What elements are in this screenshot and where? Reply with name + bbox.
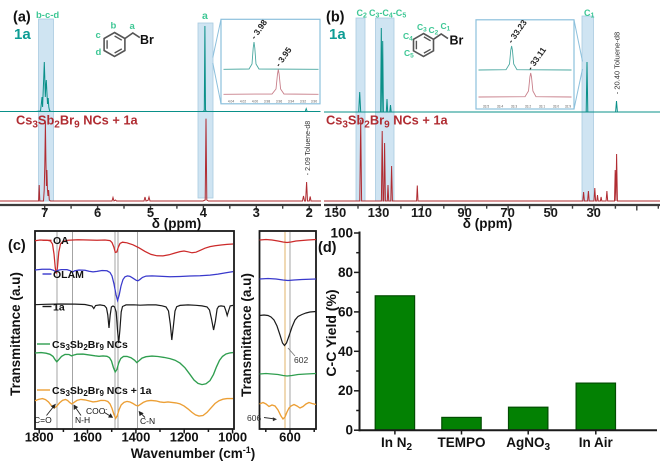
- svg-text:(c): (c): [8, 238, 26, 254]
- svg-text:100: 100: [330, 226, 353, 241]
- svg-text:20: 20: [338, 383, 353, 398]
- svg-text:Transmittance (a.u): Transmittance (a.u): [8, 272, 23, 396]
- svg-text:150: 150: [325, 205, 347, 220]
- svg-text:C5: C5: [404, 48, 414, 60]
- svg-text:δ (ppm): δ (ppm): [463, 216, 512, 231]
- svg-text:N-H: N-H: [75, 415, 90, 425]
- svg-text:40: 40: [338, 344, 353, 359]
- svg-text:In N2: In N2: [381, 435, 413, 453]
- svg-text:606: 606: [247, 413, 261, 423]
- svg-text:33.5: 33.5: [483, 105, 489, 109]
- svg-text:4.02: 4.02: [240, 100, 246, 104]
- svg-text:33.2: 33.2: [525, 105, 531, 109]
- svg-text:(a): (a): [13, 10, 31, 26]
- svg-text:3: 3: [253, 205, 260, 220]
- svg-text:1800: 1800: [25, 430, 54, 445]
- svg-text:δ (ppm): δ (ppm): [152, 216, 201, 231]
- svg-text:7: 7: [41, 205, 48, 220]
- svg-text:1000: 1000: [218, 430, 247, 445]
- svg-text:C-N: C-N: [140, 416, 155, 426]
- svg-text:2: 2: [306, 205, 313, 220]
- svg-text:TEMPO: TEMPO: [437, 435, 485, 450]
- svg-text:6: 6: [94, 205, 101, 220]
- svg-text:Wavenumber (cm-1): Wavenumber (cm-1): [131, 445, 256, 461]
- svg-text:5: 5: [147, 205, 154, 220]
- svg-text:a: a: [130, 21, 136, 32]
- svg-text:Cs3Sb2Br9 NCs + 1a: Cs3Sb2Br9 NCs + 1a: [16, 113, 138, 131]
- svg-text:80: 80: [338, 265, 353, 280]
- svg-text:50: 50: [543, 205, 557, 220]
- svg-text:30: 30: [586, 205, 600, 220]
- svg-text:3.92: 3.92: [300, 100, 306, 104]
- svg-text:AgNO3: AgNO3: [506, 435, 550, 453]
- svg-text:C1: C1: [441, 21, 451, 33]
- svg-text:70: 70: [500, 205, 514, 220]
- svg-text:Br: Br: [450, 34, 464, 48]
- svg-text:1a: 1a: [14, 26, 31, 43]
- svg-text:33.3: 33.3: [511, 105, 517, 109]
- svg-text:32.9: 32.9: [565, 105, 571, 109]
- svg-text:OA: OA: [53, 235, 69, 247]
- svg-text:4.00: 4.00: [252, 100, 258, 104]
- svg-text:0: 0: [345, 423, 353, 438]
- svg-text:C3-C4-C5: C3-C4-C5: [369, 8, 406, 20]
- svg-text:90: 90: [457, 205, 471, 220]
- svg-text:d: d: [96, 47, 102, 58]
- svg-text:33.0: 33.0: [553, 105, 559, 109]
- svg-text:3.98: 3.98: [264, 100, 270, 104]
- svg-text:600: 600: [279, 430, 301, 445]
- svg-text:Transmittance (a.u): Transmittance (a.u): [239, 273, 254, 397]
- svg-text:3.90: 3.90: [311, 100, 317, 104]
- svg-text:602: 602: [294, 355, 308, 365]
- svg-text:1600: 1600: [73, 430, 102, 445]
- svg-text:C-C Yield (%): C-C Yield (%): [323, 289, 339, 376]
- svg-text:33.4: 33.4: [497, 105, 503, 109]
- svg-text:1a: 1a: [329, 26, 346, 43]
- svg-text:3.96: 3.96: [276, 100, 282, 104]
- svg-text:(b): (b): [326, 10, 345, 26]
- svg-text:1400: 1400: [121, 430, 150, 445]
- svg-text:Cs3Sb2Br9 NCs + 1a: Cs3Sb2Br9 NCs + 1a: [326, 113, 448, 131]
- svg-text:In Air: In Air: [579, 435, 614, 450]
- svg-text:Cs3Sb2Br9 NCs: Cs3Sb2Br9 NCs: [52, 339, 128, 352]
- svg-text:- 2.09 Toluene-d8: - 2.09 Toluene-d8: [305, 121, 312, 175]
- svg-text:C2: C2: [357, 8, 368, 20]
- svg-text:1200: 1200: [170, 430, 199, 445]
- svg-text:Cs3Sb2Br9 NCs + 1a: Cs3Sb2Br9 NCs + 1a: [52, 385, 152, 398]
- svg-text:1a: 1a: [53, 302, 65, 314]
- svg-text:130: 130: [368, 205, 390, 220]
- svg-text:4: 4: [200, 205, 208, 220]
- svg-text:(d): (d): [318, 240, 337, 256]
- svg-text:110: 110: [411, 205, 432, 220]
- svg-text:C1: C1: [584, 8, 595, 20]
- svg-text:C2: C2: [429, 25, 439, 37]
- svg-text:Br: Br: [140, 33, 154, 47]
- svg-text:33.1: 33.1: [539, 105, 545, 109]
- svg-text:OLAM: OLAM: [53, 269, 84, 281]
- svg-text:C=O: C=O: [34, 415, 52, 425]
- svg-text:60: 60: [338, 304, 353, 319]
- svg-text:3.94: 3.94: [288, 100, 294, 104]
- svg-text:4.04: 4.04: [228, 100, 234, 104]
- svg-text:b: b: [111, 21, 117, 32]
- svg-text:- 20.40 Toluene-d8: - 20.40 Toluene-d8: [613, 32, 622, 94]
- svg-text:b-c-d: b-c-d: [36, 10, 59, 21]
- svg-text:a: a: [202, 10, 208, 22]
- svg-text:C4: C4: [403, 31, 413, 43]
- svg-text:c: c: [96, 30, 101, 41]
- svg-text:C3: C3: [417, 22, 427, 34]
- svg-text:COO-: COO-: [86, 406, 107, 416]
